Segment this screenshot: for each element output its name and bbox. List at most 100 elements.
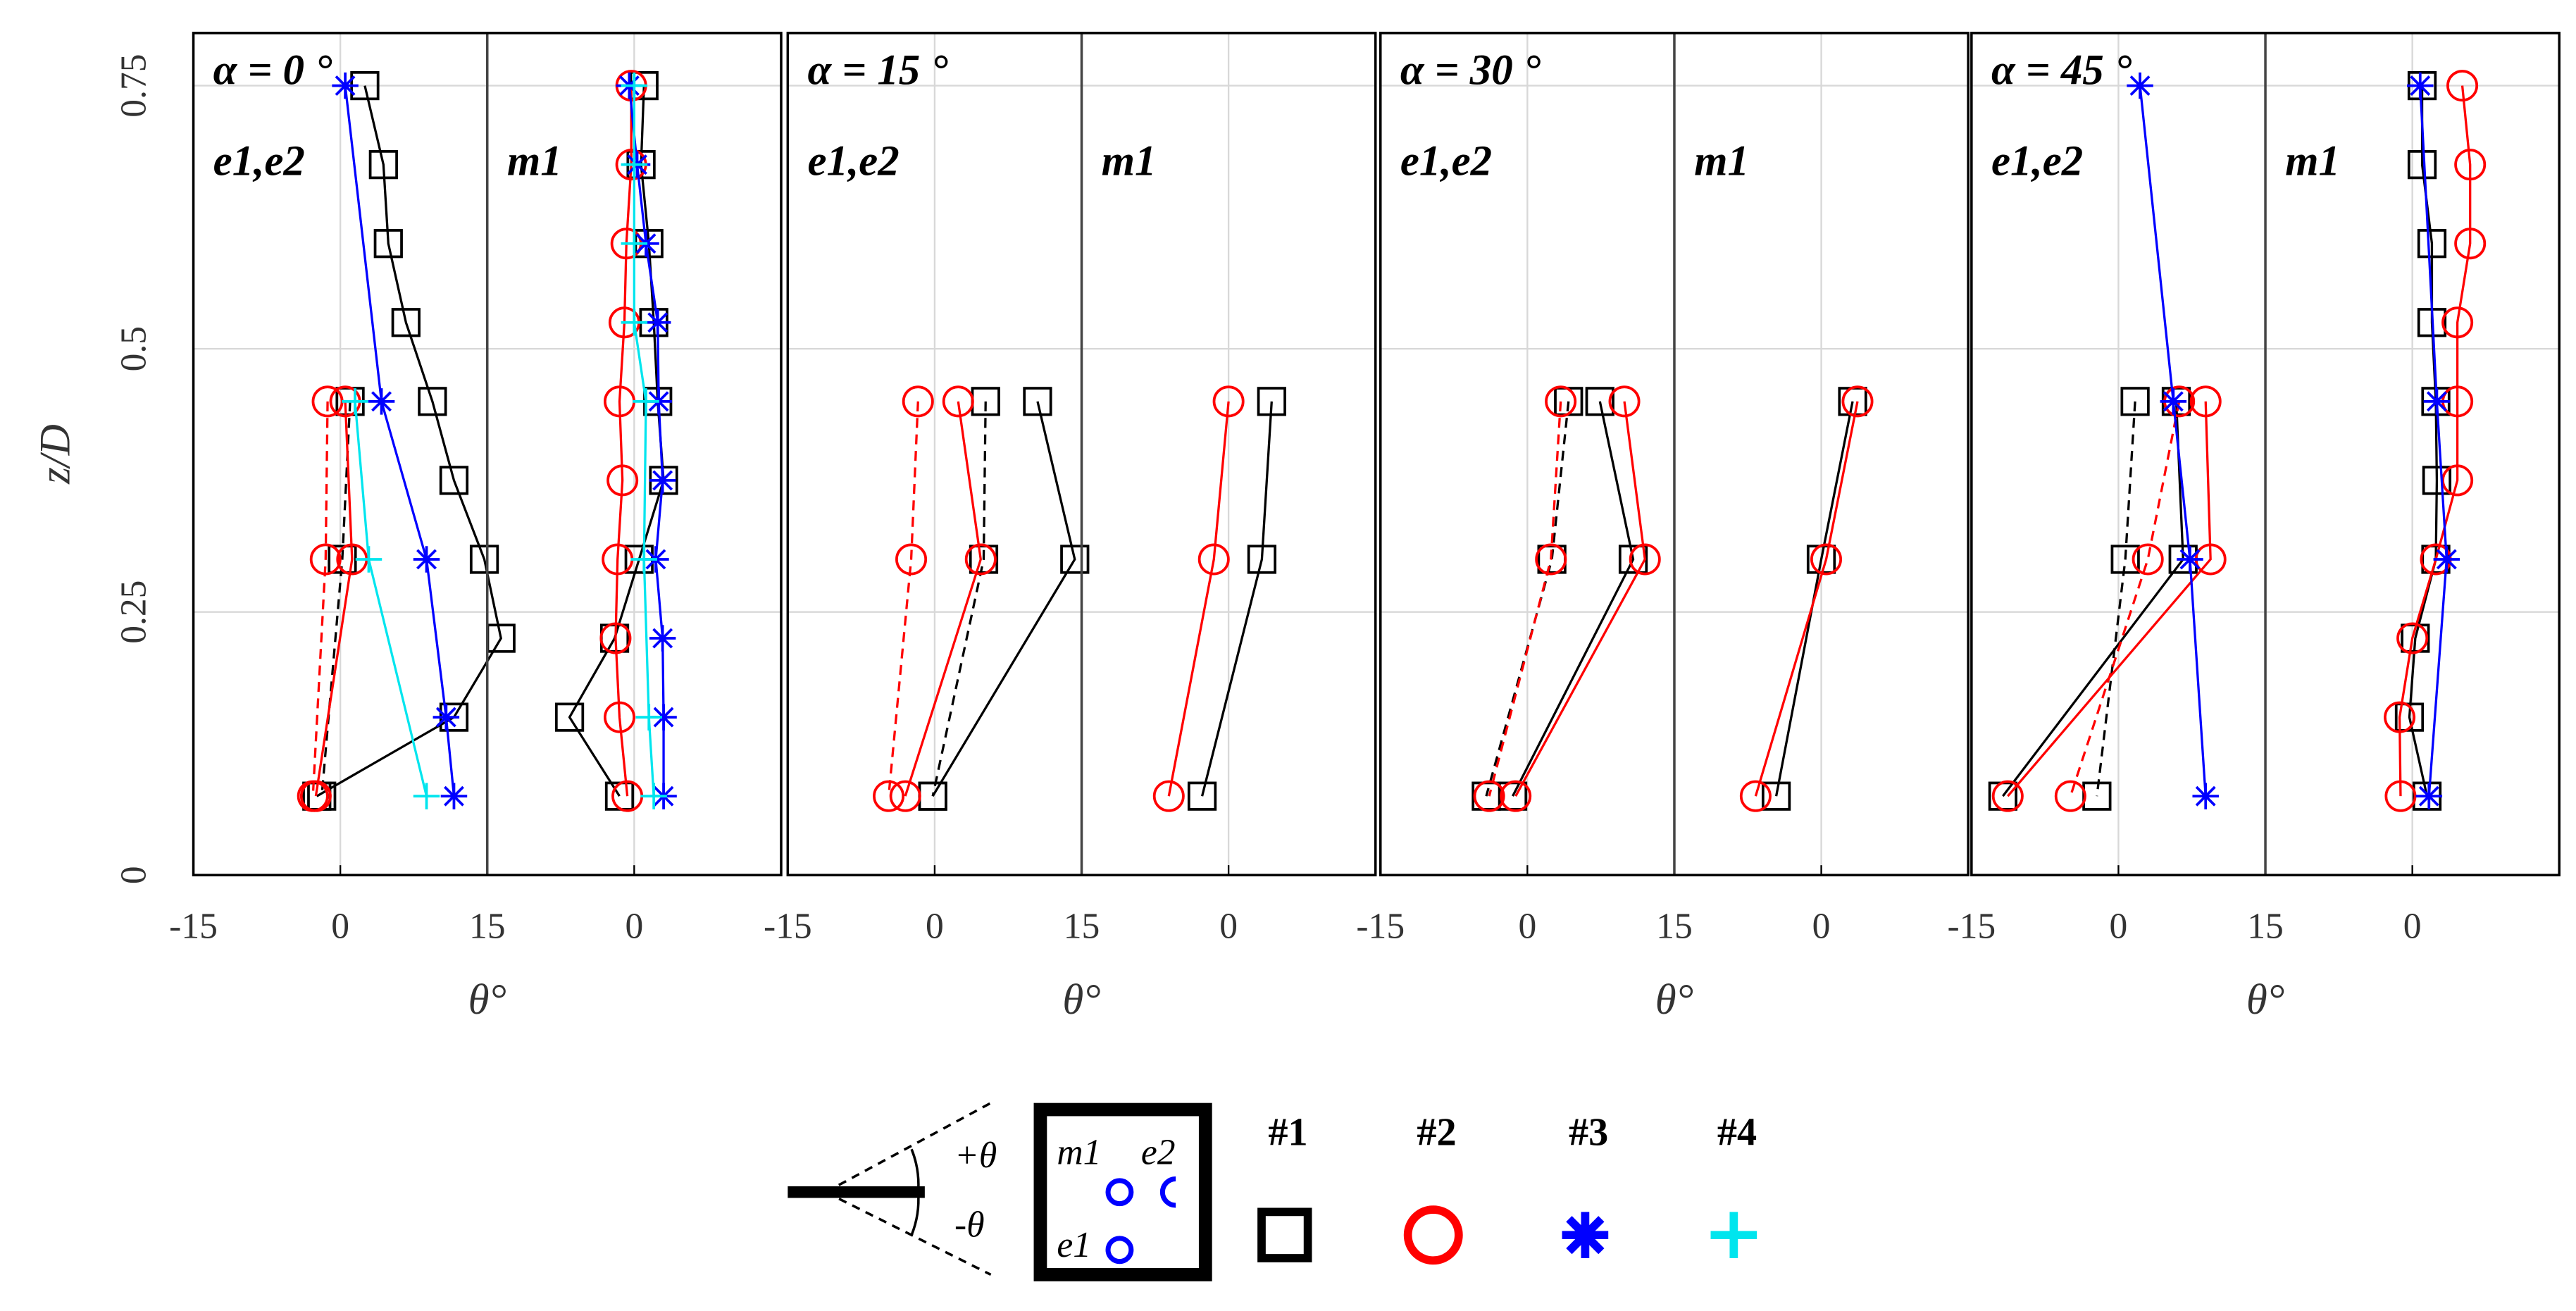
legend-marker: [1257, 1207, 1312, 1262]
series-line: [1167, 401, 1230, 797]
subplot-label: m1: [1102, 137, 1157, 185]
marker-square: [1187, 781, 1217, 811]
x-tick-label: 0: [331, 906, 349, 946]
series-line: [1488, 401, 1562, 797]
marker-square: [1023, 387, 1052, 416]
marker-square: [469, 545, 499, 574]
x-tick-label: 15: [1656, 906, 1693, 946]
series-line: [2139, 85, 2207, 797]
marker-plus: [633, 388, 659, 415]
diagram: +θ -θ m1 e2 e1: [788, 1102, 1212, 1281]
marker-star: [2423, 388, 2451, 415]
series-line: [1485, 401, 1570, 797]
marker-circle: [2446, 70, 2479, 102]
marker-square: [1257, 387, 1286, 416]
series-line: [1774, 401, 1854, 797]
marker-circle: [889, 780, 921, 812]
marker-plus: [355, 546, 382, 573]
marker-square: [1060, 545, 1090, 574]
marker-square: [2422, 466, 2452, 495]
series-line: [931, 401, 987, 797]
legend-label: #4: [1717, 1110, 1757, 1154]
panel-frame: [192, 32, 783, 876]
arc: [910, 1148, 920, 1193]
marker-square: [328, 545, 357, 574]
series-line: [2408, 85, 2439, 797]
legend-label: #1: [1268, 1110, 1307, 1154]
subplot-label: m1: [2285, 137, 2340, 185]
marker-square: [368, 150, 398, 180]
x-tick-label: -15: [764, 906, 812, 946]
marker-circle: [942, 385, 974, 418]
marker-circle: [1473, 780, 1505, 812]
series-line: [2398, 85, 2472, 797]
marker-star: [2192, 783, 2219, 809]
marker-circle: [902, 385, 934, 418]
angle-label: +θ: [954, 1136, 997, 1176]
x-tick-label: -15: [1356, 906, 1405, 946]
marker-star: [332, 72, 359, 99]
series-line: [2069, 401, 2181, 797]
marker-circle: [1197, 543, 1230, 576]
marker-circle: [1500, 780, 1532, 812]
marker-circle: [1991, 780, 2024, 812]
y-tick-label: 0.5: [114, 326, 154, 371]
marker-circle: [297, 780, 329, 812]
marker-star: [2415, 783, 2443, 809]
marker-plus: [635, 704, 662, 731]
x-axis-label: θ°: [468, 976, 506, 1024]
marker-circle: [2454, 149, 2487, 181]
subplot-label: m1: [507, 137, 562, 185]
subplot-label: m1: [1694, 137, 1749, 185]
series-line: [354, 401, 428, 797]
marker-plus: [621, 151, 648, 178]
marker-square: [1618, 545, 1648, 574]
marker-star: [2127, 72, 2153, 99]
x-tick-label: 15: [2247, 906, 2284, 946]
marker-plus: [621, 72, 648, 99]
marker-circle: [1152, 780, 1185, 812]
probe-label: m1: [1057, 1133, 1101, 1173]
marker-circle: [2054, 780, 2086, 812]
panel-title: α = 0 °: [213, 46, 332, 94]
ray: [825, 1191, 992, 1276]
marker-square: [373, 229, 403, 259]
series-line: [311, 401, 329, 797]
x-axis-label: θ°: [1062, 976, 1100, 1024]
x-tick-label: 0: [1518, 906, 1536, 946]
marker-circle: [1810, 543, 1843, 576]
marker-circle: [309, 543, 342, 576]
probe-label: e2: [1141, 1133, 1176, 1173]
marker-circle: [1739, 780, 1772, 812]
series-line: [2096, 401, 2136, 797]
series-line: [2002, 401, 2184, 797]
marker-plus: [413, 783, 440, 809]
x-tick-label: 0: [2403, 906, 2422, 946]
legend-marker: [1710, 1212, 1757, 1258]
marker-circle: [1545, 385, 1577, 418]
subplot-label: e1,e2: [807, 137, 899, 185]
subplot-label: e1,e2: [213, 137, 305, 185]
marker-square: [1761, 781, 1791, 811]
subplot-label: e1,e2: [1400, 137, 1492, 185]
marker-square: [418, 387, 447, 416]
series-line: [904, 401, 982, 797]
marker-plus: [342, 388, 368, 415]
x-axis-label: θ°: [1655, 976, 1693, 1024]
series-line: [628, 85, 665, 797]
box: [1033, 1102, 1212, 1281]
marker-plus: [621, 309, 648, 336]
series-line: [314, 401, 354, 797]
x-tick-label: -15: [1947, 906, 1996, 946]
probe: [1159, 1176, 1176, 1208]
probe: [1105, 1236, 1134, 1265]
panel-title: α = 45 °: [1991, 46, 2132, 94]
marker-star: [2407, 72, 2434, 99]
series-line: [887, 401, 919, 797]
marker-circle: [873, 780, 905, 812]
marker-star: [413, 546, 440, 573]
series-line: [931, 401, 1076, 797]
y-tick-label: 0.75: [114, 54, 154, 117]
marker-square: [1585, 387, 1614, 416]
